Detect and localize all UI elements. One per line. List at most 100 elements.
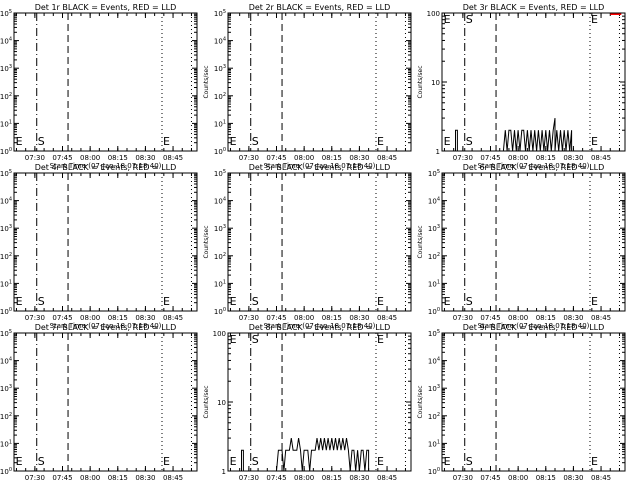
x-tick-label: 08:00 (508, 314, 528, 322)
x-tick-label: 08:30 (135, 474, 155, 480)
marker-e: E (591, 455, 598, 468)
y-tick-label: 102 (428, 412, 440, 421)
marker-s-top: S (466, 13, 473, 26)
y-tick-label: 103 (428, 224, 440, 233)
x-tick-label: 08:30 (349, 474, 369, 480)
x-tick-label: 08:15 (536, 474, 556, 480)
x-tick-label: 07:30 (25, 154, 45, 162)
y-tick-label: 103 (0, 64, 12, 73)
x-tick-label: 08:30 (349, 314, 369, 322)
x-tick-label: 08:15 (108, 154, 128, 162)
marker-e: E (16, 295, 23, 308)
y-tick-label: 100 (0, 147, 12, 156)
x-tick-label: 07:30 (453, 154, 473, 162)
y-tick-label: 101 (214, 119, 226, 128)
x-tick-label: 07:30 (453, 474, 473, 480)
x-axis-label: Start Time (07-Jan-18 07:18:40) (50, 162, 162, 170)
marker-s: S (466, 295, 473, 308)
y-tick-label: 10 (431, 79, 440, 87)
y-tick-label: 105 (214, 9, 226, 18)
y-tick-label: 105 (214, 169, 226, 178)
marker-e: E (16, 455, 23, 468)
y-tick-label: 103 (214, 224, 226, 233)
marker-e: E (444, 295, 451, 308)
y-tick-label: 101 (428, 439, 440, 448)
x-tick-label: 08:45 (163, 154, 183, 162)
plot-title: Det 3r BLACK = Events, RED = LLD (463, 3, 605, 12)
x-tick-label: 08:30 (563, 314, 583, 322)
marker-s: S (466, 455, 473, 468)
x-axis-label: Start Time (07-Jan-18 07:18:40) (478, 162, 590, 170)
y-axis-label: Counts/sec (203, 65, 210, 98)
plot-frame (13, 172, 198, 312)
x-axis-label: Start Time (07-Jan-18 07:18:40) (478, 322, 590, 330)
x-tick-label: 08:15 (536, 154, 556, 162)
marker-s: S (38, 295, 45, 308)
marker-s: S (466, 135, 473, 148)
y-tick-label: 104 (214, 37, 226, 46)
plot-frame (441, 332, 626, 472)
plot-frame (13, 12, 198, 152)
x-tick-label: 07:30 (25, 314, 45, 322)
x-tick-label: 08:00 (80, 154, 100, 162)
plot-frame (227, 12, 412, 152)
x-axis-label: Start Time (07-Jan-18 07:18:40) (50, 322, 162, 330)
y-tick-label: 104 (428, 357, 440, 366)
x-tick-label: 08:15 (536, 314, 556, 322)
marker-e: E (230, 135, 237, 148)
y-tick-label: 102 (0, 412, 12, 421)
x-tick-label: 08:45 (591, 314, 611, 322)
marker-e: E (444, 135, 451, 148)
y-tick-label: 100 (214, 147, 226, 156)
x-tick-label: 07:30 (239, 314, 259, 322)
x-tick-label: 08:15 (108, 314, 128, 322)
x-tick-label: 07:45 (52, 154, 72, 162)
y-tick-label: 105 (0, 329, 12, 338)
x-tick-label: 07:30 (453, 314, 473, 322)
marker-e-top: E (591, 13, 598, 26)
x-tick-label: 08:45 (591, 154, 611, 162)
x-tick-label: 08:45 (377, 314, 397, 322)
marker-e: E (377, 135, 384, 148)
x-tick-label: 07:45 (480, 154, 500, 162)
y-tick-label: 101 (428, 279, 440, 288)
y-tick-label: 105 (0, 9, 12, 18)
marker-e: E (444, 455, 451, 468)
x-tick-label: 07:30 (239, 474, 259, 480)
y-tick-label: 100 (0, 467, 12, 476)
plot-det-8r: Det 8r BLACK = Events, RED = LLD 1 10 100 07… (203, 323, 412, 480)
x-tick-label: 07:45 (52, 314, 72, 322)
marker-e-top: E (230, 333, 237, 346)
x-tick-label: 08:15 (322, 154, 342, 162)
y-tick-label: 100 (428, 467, 440, 476)
x-tick-label: 08:45 (591, 474, 611, 480)
y-tick-label: 101 (0, 119, 12, 128)
x-tick-label: 07:45 (266, 474, 286, 480)
marker-e: E (16, 135, 23, 148)
x-tick-label: 08:00 (508, 154, 528, 162)
plot-title: Det 2r BLACK = Events, RED = LLD (249, 3, 391, 12)
y-tick-label: 104 (214, 197, 226, 206)
marker-s: S (252, 135, 259, 148)
marker-e: E (163, 135, 170, 148)
x-axis-label: Start Time (07-Jan-18 07:18:40) (264, 322, 376, 330)
x-tick-label: 08:00 (294, 474, 314, 480)
y-tick-label: 104 (0, 37, 12, 46)
x-tick-label: 07:45 (52, 474, 72, 480)
y-axis-label: Counts/sec (203, 385, 210, 418)
y-tick-label: 101 (0, 439, 12, 448)
marker-e-top: E (377, 333, 384, 346)
plot-frame (13, 332, 198, 472)
y-tick-label: 104 (0, 197, 12, 206)
x-tick-label: 08:15 (108, 474, 128, 480)
y-tick-label: 100 (213, 330, 226, 338)
y-tick-label: 10 (217, 399, 226, 407)
x-tick-label: 08:15 (322, 474, 342, 480)
marker-e: E (230, 295, 237, 308)
y-tick-label: 105 (428, 329, 440, 338)
events-series (455, 118, 573, 152)
y-tick-label: 100 (214, 307, 226, 316)
y-tick-label: 103 (0, 384, 12, 393)
x-tick-label: 07:30 (239, 154, 259, 162)
plot-title: Det 7r BLACK = Events, RED = LLD (35, 323, 177, 332)
